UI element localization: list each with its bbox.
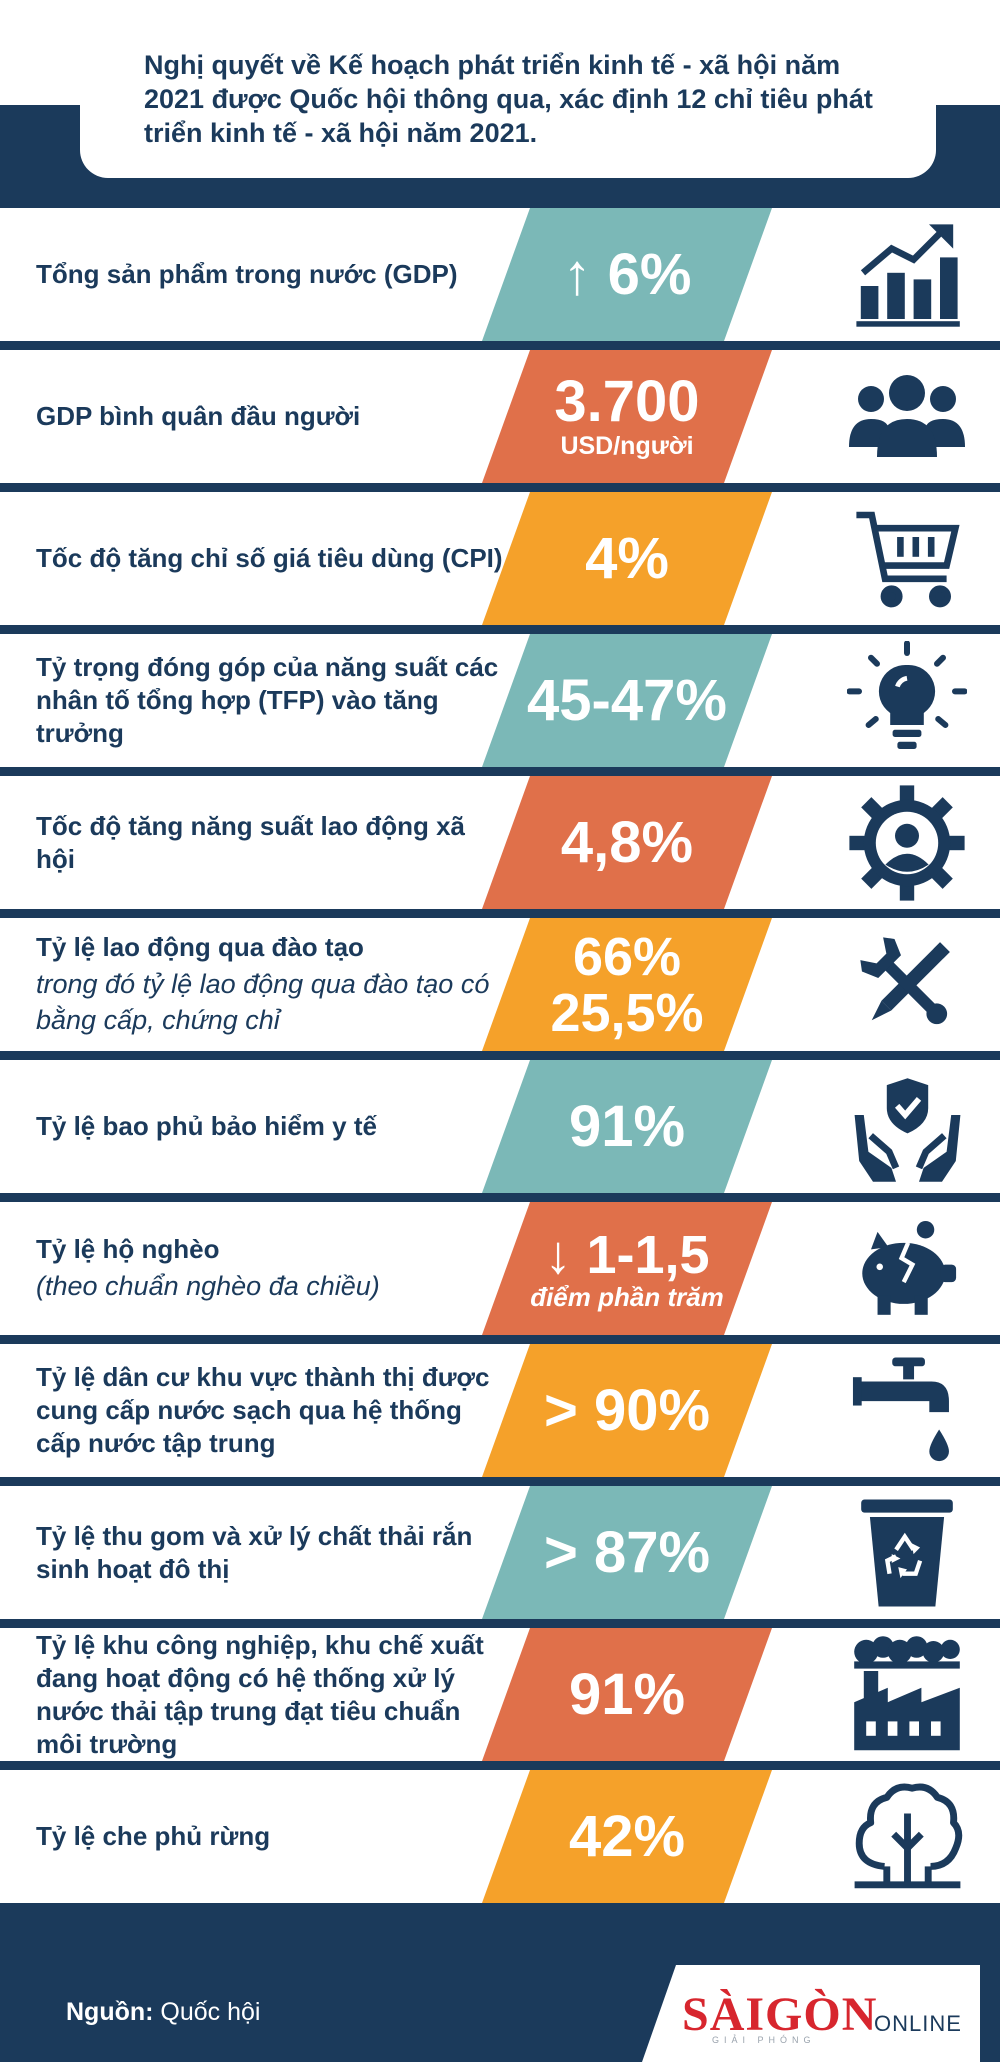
row-label-text: Tỷ trọng đóng góp của năng suất các nhân…	[36, 652, 499, 748]
indicator-row-tfp: Tỷ trọng đóng góp của năng suất các nhân…	[0, 634, 1000, 767]
gear-person-icon	[842, 776, 972, 909]
row-label-text: Tỷ lệ che phủ rừng	[36, 1821, 271, 1851]
factory-icon	[842, 1628, 972, 1761]
row-sublabel: trong đó tỷ lệ lao động qua đào tạo có b…	[36, 969, 490, 1035]
value-parallelogram: > 87%	[482, 1486, 772, 1619]
indicator-row-poverty: Tỷ lệ hộ nghèo (theo chuẩn nghèo đa chiề…	[0, 1202, 1000, 1335]
indicator-row-cpi: Tốc độ tăng chỉ số giá tiêu dùng (CPI) 4…	[0, 492, 1000, 625]
value-parallelogram: 91%	[482, 1628, 772, 1761]
row-label-text: Tốc độ tăng chỉ số giá tiêu dùng (CPI)	[36, 543, 503, 573]
row-label-text: Tỷ lệ thu gom và xử lý chất thải rắn sin…	[36, 1520, 473, 1584]
row-value: 3.700	[554, 369, 700, 434]
row-value: 4%	[585, 525, 669, 591]
row-label: Tỷ lệ che phủ rừng	[36, 1770, 506, 1903]
people-group-icon	[842, 350, 972, 483]
row-label: Tỷ lệ thu gom và xử lý chất thải rắn sin…	[36, 1486, 506, 1619]
indicator-row-trained-labor: Tỷ lệ lao động qua đào tạo trong đó tỷ l…	[0, 918, 1000, 1051]
row-value: 4,8%	[560, 809, 694, 875]
row-value: 6%	[607, 241, 692, 307]
row-value: 91%	[568, 1093, 686, 1159]
saigon-giai-phong-logo: SÀIGÒN ONLINE GIẢI PHÓNG	[642, 1965, 980, 2062]
value-parallelogram: ↑ 6%	[482, 208, 772, 341]
broken-piggy-bank-icon	[842, 1202, 972, 1335]
up-arrow-icon: ↑	[562, 241, 592, 307]
logo-subtitle: GIẢI PHÓNG	[712, 2035, 816, 2045]
row-label-text: Tỷ lệ lao động qua đào tạo	[36, 932, 364, 962]
value-parallelogram: > 90%	[482, 1344, 772, 1477]
row-label: Tỷ lệ hộ nghèo (theo chuẩn nghèo đa chiề…	[36, 1202, 506, 1335]
value-parallelogram: 91%	[482, 1060, 772, 1193]
indicator-row-clean-water: Tỷ lệ dân cư khu vực thành thị được cung…	[0, 1344, 1000, 1477]
row-value: 91%	[568, 1661, 686, 1727]
source-label: Nguồn:	[66, 1998, 154, 2026]
row-label: GDP bình quân đầu người	[36, 350, 506, 483]
value-parallelogram: 42%	[482, 1770, 772, 1903]
value-parallelogram: 4,8%	[482, 776, 772, 909]
intro-text: Nghị quyết về Kế hoạch phát triển kinh t…	[144, 50, 873, 148]
row-value-secondary: 25,5%	[550, 982, 704, 1043]
row-unit: USD/người	[560, 432, 694, 460]
pencil-wrench-icon	[842, 918, 972, 1051]
source-value: Quốc hội	[160, 1998, 261, 2026]
logo-online-text: ONLINE	[874, 2011, 962, 2036]
water-tap-icon	[842, 1344, 972, 1477]
row-label: Tỷ lệ bao phủ bảo hiểm y tế	[36, 1060, 506, 1193]
row-label-text: GDP bình quân đầu người	[36, 401, 361, 431]
row-label-text: Tỷ lệ dân cư khu vực thành thị được cung…	[36, 1362, 490, 1458]
value-parallelogram: 4%	[482, 492, 772, 625]
row-value: 42%	[568, 1803, 686, 1869]
indicator-row-forest-cover: Tỷ lệ che phủ rừng 42%	[0, 1770, 1000, 1903]
indicator-row-solid-waste: Tỷ lệ thu gom và xử lý chất thải rắn sin…	[0, 1486, 1000, 1619]
indicator-row-health-insurance: Tỷ lệ bao phủ bảo hiểm y tế 91%	[0, 1060, 1000, 1193]
shopping-cart-icon	[842, 492, 972, 625]
row-label-text: Tỷ lệ hộ nghèo	[36, 1234, 220, 1264]
row-value: > 87%	[543, 1519, 711, 1585]
row-label-text: Tốc độ tăng năng suất lao động xã hội	[36, 810, 466, 874]
row-value: 45-47%	[527, 667, 727, 733]
intro-box: Nghị quyết về Kế hoạch phát triển kinh t…	[80, 28, 936, 178]
indicator-row-industrial-wastewater: Tỷ lệ khu công nghiệp, khu chế xuất đang…	[0, 1628, 1000, 1761]
logo-text: SÀIGÒN	[682, 1988, 878, 2041]
row-label: Tổng sản phẩm trong nước (GDP)	[36, 208, 506, 341]
row-label-text: Tỷ lệ khu công nghiệp, khu chế xuất đang…	[36, 1629, 484, 1759]
down-arrow-icon: ↓	[544, 1224, 572, 1285]
value-parallelogram: 3.700 USD/người	[482, 350, 772, 483]
indicator-row-gdp: Tổng sản phẩm trong nước (GDP) ↑ 6%	[0, 208, 1000, 341]
row-label: Tỷ trọng đóng góp của năng suất các nhân…	[36, 634, 506, 767]
forest-tree-icon	[842, 1770, 972, 1903]
indicator-row-gdp-per-capita: GDP bình quân đầu người 3.700 USD/người	[0, 350, 1000, 483]
recycle-bin-icon	[842, 1486, 972, 1619]
row-unit: điểm phần trăm	[530, 1281, 724, 1312]
row-label: Tỷ lệ lao động qua đào tạo trong đó tỷ l…	[36, 918, 506, 1051]
row-label: Tỷ lệ khu công nghiệp, khu chế xuất đang…	[36, 1628, 506, 1761]
source-credit: Nguồn: Quốc hội	[66, 1998, 260, 2027]
hands-shield-icon	[842, 1060, 972, 1193]
row-value: 66%	[572, 926, 682, 987]
row-label: Tốc độ tăng năng suất lao động xã hội	[36, 776, 506, 909]
value-parallelogram: ↓ 1-1,5 điểm phần trăm	[482, 1202, 772, 1335]
row-label-text: Tỷ lệ bao phủ bảo hiểm y tế	[36, 1111, 377, 1141]
row-sublabel: (theo chuẩn nghèo đa chiều)	[36, 1271, 380, 1301]
row-label-text: Tổng sản phẩm trong nước (GDP)	[36, 259, 458, 289]
value-parallelogram: 66% 25,5%	[482, 918, 772, 1051]
lightbulb-icon	[842, 634, 972, 767]
row-label: Tỷ lệ dân cư khu vực thành thị được cung…	[36, 1344, 506, 1477]
bar-chart-growth-icon	[842, 208, 972, 341]
indicator-row-labor-productivity: Tốc độ tăng năng suất lao động xã hội 4,…	[0, 776, 1000, 909]
row-label: Tốc độ tăng chỉ số giá tiêu dùng (CPI)	[36, 492, 506, 625]
row-value: 1-1,5	[586, 1224, 710, 1285]
value-parallelogram: 45-47%	[482, 634, 772, 767]
row-value: > 90%	[543, 1377, 711, 1443]
